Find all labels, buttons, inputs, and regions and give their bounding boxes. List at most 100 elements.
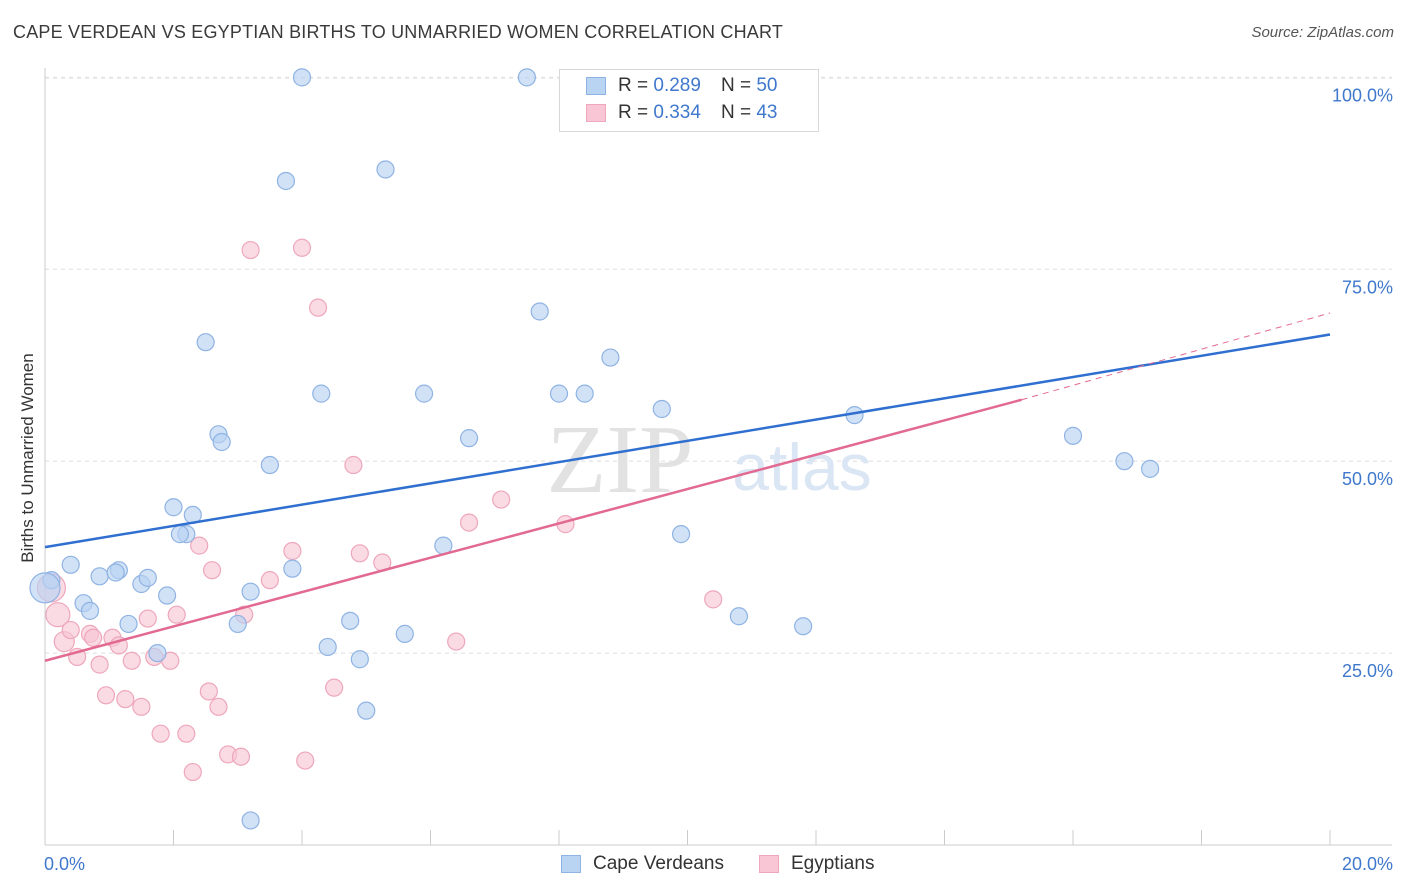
pink-swatch	[586, 104, 606, 122]
cape-verdeans-point-10	[157, 586, 177, 605]
chart-title: CAPE VERDEAN VS EGYPTIAN BIRTHS TO UNMAR…	[13, 22, 784, 42]
egyptians-trendline-extension	[1021, 312, 1331, 401]
cape-verdeans-point-48	[106, 563, 125, 582]
cape-verdeans-point-36	[575, 384, 594, 403]
egyptians-point-6	[84, 628, 103, 647]
cape-verdeans-point-16	[212, 432, 231, 452]
cape-verdeans-point-25	[341, 611, 360, 630]
cape-verdeans-point-41	[794, 617, 813, 636]
cape-verdeans-point-34	[530, 302, 549, 321]
y-tick-label-3: 100.0%	[1332, 85, 1393, 105]
egyptians-point-42	[704, 590, 723, 609]
cape-verdeans-point-26	[350, 650, 369, 669]
cape-verdeans-point-17	[228, 614, 247, 634]
egyptians-point-22	[199, 682, 218, 701]
y-tick-label-0: 25.0%	[1342, 661, 1393, 681]
n-value: 43	[756, 102, 778, 123]
egyptians-point-3	[61, 620, 80, 640]
grid-lines	[45, 76, 1392, 654]
r-label: R =	[618, 75, 649, 96]
watermark-atlas: atlas	[732, 430, 871, 504]
r-label: R =	[618, 102, 649, 123]
cape-verdeans-point-9	[148, 643, 167, 663]
cape-verdeans-point-11	[164, 498, 183, 517]
cape-verdeans-point-18	[241, 582, 260, 601]
egyptians-point-26	[231, 747, 251, 766]
axes	[44, 68, 1392, 846]
cape-verdeans-point-3	[80, 601, 100, 620]
watermark: ZIP atlas	[547, 406, 872, 514]
pink-swatch	[759, 855, 779, 873]
cape-verdeans-points	[29, 68, 1160, 830]
cape-verdeans-point-14	[196, 333, 215, 352]
blue-swatch	[561, 855, 581, 873]
egyptians-point-21	[190, 536, 209, 555]
cape-verdeans-point-24	[318, 637, 337, 657]
egyptians-point-36	[350, 544, 369, 563]
egyptians-point-14	[138, 609, 157, 628]
cape-verdeans-point-22	[292, 68, 312, 87]
legend-row-cape-verdeans: R = 0.289 N = 50	[586, 73, 777, 99]
cape-verdeans-point-46	[241, 811, 260, 830]
cape-verdeans-point-29	[395, 624, 414, 643]
egyptians-trendline	[44, 398, 1022, 662]
cape-verdeans-point-20	[276, 171, 296, 191]
legend-row-egyptians: R = 0.334 N = 43	[586, 100, 777, 126]
r-value: 0.334	[653, 102, 701, 123]
x-tick-label-min: 0.0%	[44, 854, 85, 874]
legend-item-cape-verdeans[interactable]: Cape Verdeans	[561, 851, 724, 877]
egyptians-point-40	[492, 490, 511, 509]
tick-labels: 25.0% 50.0% 75.0% 100.0% 0.0% 20.0%	[44, 85, 1393, 874]
cape-verdeans-point-38	[652, 399, 671, 419]
egyptians-point-30	[283, 541, 302, 561]
cape-verdeans-point-19	[260, 455, 279, 475]
legend-label: Egyptians	[791, 853, 875, 874]
cape-verdeans-point-4	[90, 567, 109, 586]
egyptians-point-35	[344, 455, 363, 475]
legend-item-egyptians[interactable]: Egyptians	[759, 851, 874, 877]
correlation-legend: R = 0.289 N = 50 R = 0.334 N = 43	[559, 69, 819, 132]
egyptians-point-16	[151, 724, 170, 743]
cape-verdeans-point-35	[549, 384, 569, 403]
cape-verdeans-point-1	[61, 555, 80, 574]
y-tick-label-1: 50.0%	[1342, 469, 1393, 489]
egyptians-point-24	[209, 697, 228, 716]
legend-label: Cape Verdeans	[593, 853, 724, 874]
n-label: N =	[720, 102, 752, 123]
r-value: 0.289	[653, 75, 701, 96]
egyptians-point-29	[260, 571, 279, 590]
egyptians-point-32	[296, 751, 315, 770]
egyptians-point-34	[325, 678, 344, 697]
egyptians-point-18	[167, 605, 186, 624]
cape-verdeans-point-45	[1140, 459, 1160, 478]
egyptians-point-39	[459, 513, 479, 532]
cape-verdeans-point-32	[459, 429, 479, 448]
egyptians-point-13	[132, 697, 151, 716]
cape-verdeans-point-43	[1063, 426, 1083, 445]
n-label: N =	[720, 75, 752, 96]
egyptians-point-28	[241, 240, 260, 260]
cape-verdeans-point-27	[357, 701, 376, 720]
egyptians-point-7	[90, 655, 109, 674]
cape-verdeans-point-6	[119, 614, 138, 634]
egyptians-point-20	[183, 762, 202, 782]
cape-verdeans-point-49	[170, 525, 190, 544]
egyptians-point-38	[447, 632, 466, 651]
y-tick-label-2: 75.0%	[1342, 277, 1393, 297]
egyptians-point-12	[122, 651, 141, 670]
blue-swatch	[586, 77, 606, 95]
cape-verdeans-point-37	[601, 348, 620, 367]
trendlines	[44, 312, 1331, 662]
source-label: Source: ZipAtlas.com	[1251, 24, 1394, 41]
egyptians-point-33	[308, 298, 328, 317]
cape-verdeans-point-40	[729, 607, 749, 626]
egyptians-point-19	[177, 724, 196, 743]
egyptians-point-31	[292, 238, 312, 257]
egyptians-point-23	[202, 561, 222, 580]
egyptians-point-1	[45, 602, 71, 628]
egyptians-point-11	[116, 690, 135, 709]
cape-verdeans-point-30	[414, 384, 434, 403]
cape-verdeans-point-39	[671, 525, 691, 544]
cape-verdeans-point-44	[1115, 452, 1134, 471]
